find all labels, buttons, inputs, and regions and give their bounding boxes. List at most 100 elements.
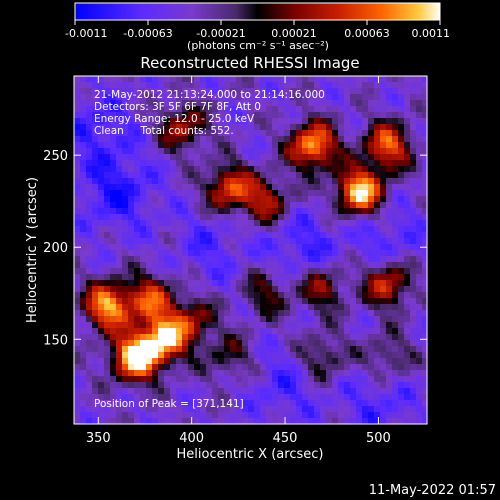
heatmap-cell xyxy=(80,280,87,287)
heatmap-cell xyxy=(260,250,267,257)
heatmap-cell xyxy=(134,196,141,203)
heatmap-cell xyxy=(206,130,213,137)
heatmap-cell xyxy=(266,142,273,149)
heatmap-cell xyxy=(326,346,333,353)
heatmap-cell xyxy=(266,76,273,83)
heatmap-cell xyxy=(110,268,117,275)
heatmap-cell xyxy=(98,274,105,281)
heatmap-cell xyxy=(104,124,111,131)
heatmap-cell xyxy=(338,322,345,329)
heatmap-cell xyxy=(386,418,393,424)
heatmap-cell xyxy=(320,166,327,173)
heatmap-cell xyxy=(92,82,99,89)
heatmap-cell xyxy=(164,304,171,311)
heatmap-cell xyxy=(326,400,333,407)
heatmap-cell xyxy=(410,406,417,413)
heatmap-cell xyxy=(116,370,123,377)
heatmap-cell xyxy=(392,208,399,215)
heatmap-cell xyxy=(308,82,315,89)
heatmap-cell xyxy=(80,76,87,83)
heatmap-cell xyxy=(350,346,357,353)
heatmap-cell xyxy=(284,286,291,293)
heatmap-cell xyxy=(386,400,393,407)
heatmap-cell xyxy=(74,322,81,329)
heatmap-cell xyxy=(230,268,237,275)
heatmap-cell xyxy=(188,88,195,95)
heatmap-cell xyxy=(266,358,273,365)
heatmap-cell xyxy=(80,370,87,377)
heatmap-cell xyxy=(254,244,261,251)
heatmap-cell xyxy=(272,172,279,179)
heatmap-cell xyxy=(284,382,291,389)
heatmap-cell xyxy=(308,364,315,371)
heatmap-cell xyxy=(398,160,405,167)
heatmap-cell xyxy=(392,88,399,95)
heatmap-cell xyxy=(272,316,279,323)
heatmap-cell xyxy=(212,310,219,317)
heatmap-cell xyxy=(74,292,81,299)
heatmap-cell xyxy=(128,412,135,419)
heatmap-cell xyxy=(266,172,273,179)
heatmap-cell xyxy=(122,340,129,347)
heatmap-cell xyxy=(170,100,177,107)
heatmap-cell xyxy=(140,112,147,119)
heatmap-cell xyxy=(80,214,87,221)
heatmap-cell xyxy=(230,148,237,155)
heatmap-cell xyxy=(230,388,237,395)
heatmap-cell xyxy=(170,214,177,221)
heatmap-cell xyxy=(74,394,81,401)
heatmap-cell xyxy=(152,178,159,185)
heatmap-cell xyxy=(368,334,375,341)
heatmap-cell xyxy=(296,292,303,299)
heatmap-cell xyxy=(158,196,165,203)
heatmap-cell xyxy=(116,292,123,299)
heatmap-cell xyxy=(80,190,87,197)
heatmap-cell xyxy=(338,310,345,317)
heatmap-cell xyxy=(314,256,321,263)
heatmap-cell xyxy=(350,214,357,221)
heatmap-cell xyxy=(74,370,81,377)
heatmap-cell xyxy=(134,286,141,293)
heatmap-cell xyxy=(236,292,243,299)
heatmap-cell xyxy=(374,196,381,203)
heatmap-cell xyxy=(308,400,315,407)
heatmap-cell xyxy=(206,178,213,185)
heatmap-cell xyxy=(278,196,285,203)
heatmap-cell xyxy=(200,364,207,371)
heatmap-cell xyxy=(308,160,315,167)
heatmap-cell xyxy=(392,250,399,257)
heatmap-cell xyxy=(254,88,261,95)
heatmap-cell xyxy=(134,298,141,305)
heatmap-cell xyxy=(122,214,129,221)
heatmap-cell xyxy=(92,250,99,257)
heatmap-cell xyxy=(272,406,279,413)
heatmap-cell xyxy=(320,238,327,245)
heatmap-cell xyxy=(236,322,243,329)
heatmap-cell xyxy=(356,268,363,275)
heatmap-cell xyxy=(116,82,123,89)
heatmap-cell xyxy=(308,286,315,293)
heatmap-cell xyxy=(368,262,375,269)
heatmap-cell xyxy=(176,184,183,191)
heatmap-cell xyxy=(140,310,147,317)
heatmap-cell xyxy=(176,136,183,143)
heatmap-cell xyxy=(122,316,129,323)
heatmap-cell xyxy=(308,304,315,311)
heatmap-cell xyxy=(308,316,315,323)
heatmap-cell xyxy=(410,160,417,167)
heatmap-cell xyxy=(170,298,177,305)
heatmap-cell xyxy=(398,202,405,209)
heatmap-cell xyxy=(398,310,405,317)
heatmap-cell xyxy=(284,418,291,424)
heatmap-cell xyxy=(224,280,231,287)
heatmap-cell xyxy=(116,364,123,371)
heatmap-cell xyxy=(104,196,111,203)
heatmap-cell xyxy=(392,226,399,233)
heatmap-cell xyxy=(218,100,225,107)
heatmap-cell xyxy=(362,286,369,293)
heatmap-cell xyxy=(392,400,399,407)
heatmap-cell xyxy=(410,298,417,305)
heatmap-cell xyxy=(218,124,225,131)
heatmap-cell xyxy=(278,292,285,299)
heatmap-cell xyxy=(110,154,117,161)
